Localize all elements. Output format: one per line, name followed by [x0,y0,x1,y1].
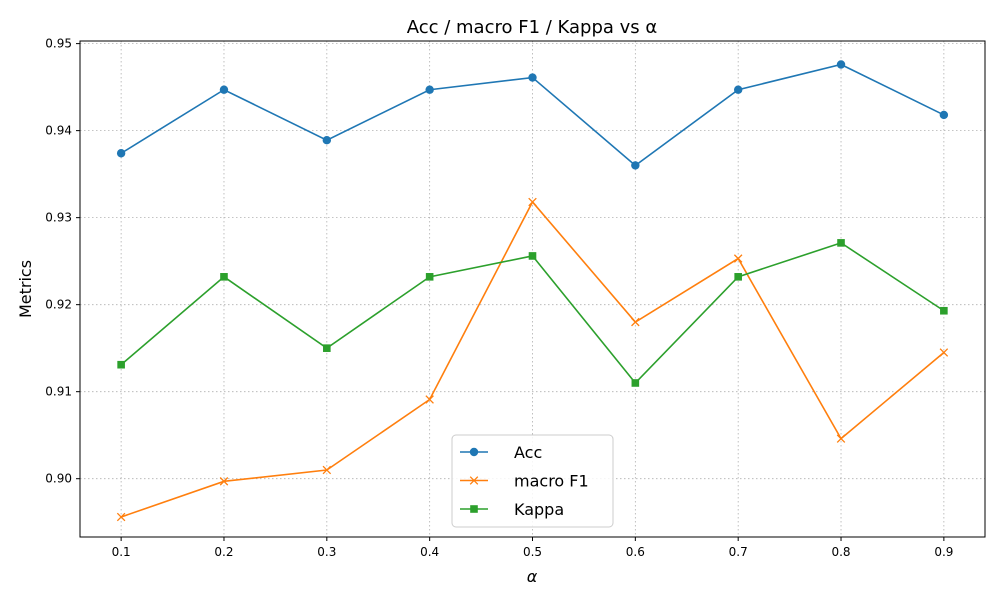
series-acc [116,60,949,170]
legend-swatch-marker [469,447,479,457]
legend-item-acc: Acc [460,443,542,462]
x-tick-label: 0.6 [626,545,645,559]
x-axis-label: α [527,567,538,586]
kappa-point [117,360,125,369]
y-tick-label: 0.92 [45,298,72,312]
legend-box [451,434,614,528]
acc-point [733,85,743,94]
legend-item-kappa: Kappa [460,500,564,519]
legend-label: Kappa [514,500,564,519]
macro-f1-point [733,254,743,263]
x-tick-label: 0.7 [729,545,748,559]
legend-swatch-marker [469,476,479,485]
x-tick-label: 0.8 [831,545,850,559]
macro-f1-point [425,395,434,404]
acc-point [322,136,332,145]
macro-f1-point [939,348,949,357]
acc-point [631,161,640,170]
y-tick-label: 0.94 [45,124,72,138]
kappa-point [220,273,228,281]
x-tick-label: 0.3 [317,545,336,559]
y-tick-label: 0.93 [45,211,72,225]
macro-f1-point [116,512,126,522]
acc-point [219,85,229,94]
macro-f1-point [322,465,332,475]
x-axis: 0.1 0.2 0.3 0.4 0.5 0.6 0.7 0.8 0.9 [112,537,953,559]
acc-point [425,85,434,94]
series-layer [116,60,949,522]
kappa-point [940,306,948,315]
x-tick-label: 0.4 [420,545,439,559]
series-kappa [117,239,948,387]
acc-point [939,110,949,120]
kappa-point [631,379,640,387]
macro-f1-point [631,317,640,327]
acc-point [836,60,846,69]
y-tick-label: 0.91 [45,385,72,399]
kappa-point [837,239,845,247]
x-tick-label: 0.1 [112,545,131,559]
kappa-point [425,273,434,281]
x-tick-label: 0.2 [214,545,233,559]
y-axis-label: Metrics [16,260,35,318]
macro-f1-point [528,197,537,207]
legend-item-macro-f1: macro F1 [460,472,589,491]
kappa-point [734,273,742,281]
legend: Acc macro F1 Kappa [451,434,614,528]
y-tick-label: 0.90 [45,472,72,486]
kappa-point [528,252,537,260]
macro-f1-point [836,434,846,443]
chart-title: Acc / macro F1 / Kappa vs α [407,17,658,38]
kappa-point [323,344,331,352]
y-axis: 0.90 0.91 0.92 0.93 0.94 0.95 [45,37,80,486]
legend-swatch-marker [470,505,478,513]
legend-label: Acc [514,443,542,462]
x-tick-label: 0.9 [934,545,953,559]
acc-point [528,73,537,82]
x-tick-label: 0.5 [523,545,542,559]
y-tick-label: 0.95 [45,37,72,51]
series-macro-f1 [116,197,949,522]
legend-label: macro F1 [514,472,589,491]
macro-f1-point [219,477,229,486]
acc-point [116,149,126,158]
